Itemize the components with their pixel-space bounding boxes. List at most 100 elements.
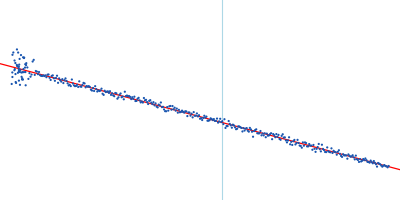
Point (92, 85, 98, 88)
Point (363, 159, 370, 162)
Point (260, 134, 267, 137)
Point (15, 71, 21, 74)
Point (168, 108, 175, 111)
Point (27, 75, 34, 78)
Point (264, 132, 270, 135)
Point (39, 74, 45, 78)
Point (310, 143, 317, 147)
Point (118, 96, 125, 99)
Point (210, 118, 216, 122)
Point (300, 141, 306, 144)
Point (319, 143, 325, 146)
Point (384, 166, 391, 169)
Point (60, 81, 66, 85)
Point (102, 89, 108, 92)
Point (356, 160, 362, 164)
Point (307, 144, 314, 147)
Point (28, 73, 35, 76)
Point (22, 70, 28, 74)
Point (267, 133, 273, 136)
Point (17, 83, 23, 86)
Point (124, 94, 130, 97)
Point (350, 156, 357, 159)
Point (14, 64, 20, 68)
Point (127, 95, 133, 99)
Point (215, 121, 221, 124)
Point (20, 71, 26, 74)
Point (59, 78, 66, 81)
Point (76, 80, 82, 83)
Point (270, 132, 276, 136)
Point (57, 79, 63, 82)
Point (344, 157, 350, 160)
Point (132, 99, 139, 103)
Point (183, 110, 190, 113)
Point (341, 154, 347, 157)
Point (355, 158, 361, 162)
Point (87, 85, 93, 89)
Point (262, 132, 268, 135)
Point (106, 91, 112, 94)
Point (382, 164, 389, 168)
Point (120, 98, 127, 101)
Point (113, 92, 120, 95)
Point (175, 111, 181, 114)
Point (23, 64, 29, 67)
Point (202, 116, 208, 119)
Point (311, 147, 318, 150)
Point (48, 74, 55, 78)
Point (193, 114, 199, 117)
Point (222, 126, 229, 130)
Point (32, 73, 38, 76)
Point (12, 80, 19, 84)
Point (133, 99, 140, 103)
Point (150, 101, 157, 104)
Point (16, 70, 22, 73)
Point (240, 126, 247, 130)
Point (195, 115, 201, 118)
Point (268, 132, 274, 135)
Point (359, 159, 365, 162)
Point (269, 138, 275, 141)
Point (134, 97, 141, 100)
Point (373, 163, 379, 166)
Point (181, 111, 187, 114)
Point (324, 146, 330, 149)
Point (383, 165, 390, 168)
Point (176, 108, 182, 111)
Point (141, 96, 147, 100)
Point (302, 141, 308, 144)
Point (50, 74, 56, 77)
Point (107, 90, 113, 93)
Point (138, 101, 144, 104)
Point (18, 75, 25, 78)
Point (186, 111, 193, 114)
Point (354, 158, 360, 161)
Point (187, 114, 194, 117)
Point (190, 116, 196, 119)
Point (22, 66, 28, 69)
Point (18, 71, 25, 74)
Point (136, 96, 142, 99)
Point (12, 72, 19, 76)
Point (143, 98, 149, 101)
Point (98, 87, 105, 90)
Point (30, 58, 37, 61)
Point (38, 74, 44, 77)
Point (179, 109, 185, 112)
Point (174, 107, 180, 110)
Point (105, 90, 111, 93)
Point (16, 68, 23, 71)
Point (226, 122, 233, 125)
Point (345, 153, 352, 156)
Point (162, 110, 168, 113)
Point (19, 77, 26, 80)
Point (55, 81, 61, 84)
Point (242, 127, 249, 130)
Point (337, 152, 343, 155)
Point (206, 119, 213, 122)
Point (99, 92, 106, 95)
Point (62, 77, 69, 80)
Point (120, 95, 126, 98)
Point (244, 127, 250, 130)
